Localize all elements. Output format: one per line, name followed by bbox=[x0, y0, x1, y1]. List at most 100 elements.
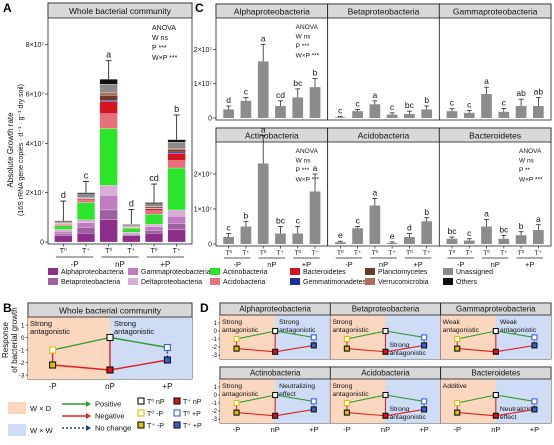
panel-c-subplot-frame bbox=[215, 127, 329, 247]
panel-d-xtick-label: -P bbox=[343, 425, 351, 434]
panel-d-subplot-marker-t0-pp bbox=[531, 398, 538, 405]
panel-a-bar-segment bbox=[54, 221, 73, 223]
panel-a-bar-segment bbox=[99, 92, 118, 96]
panel-c-significance-letter: b bbox=[313, 68, 318, 78]
panel-c-subplot-header bbox=[438, 127, 552, 143]
panel-c-significance-letter: b bbox=[424, 95, 429, 105]
panel-d-xtick-label: nP bbox=[271, 425, 280, 434]
panel-d-subplot-positive-line bbox=[346, 330, 386, 340]
legend-swatch bbox=[290, 268, 300, 275]
panel-d-subplot-right-label-line1: Neutralizing bbox=[279, 383, 315, 390]
legend-label: Deltaproteobacteria bbox=[141, 279, 202, 286]
panel-a-xtick-label: T⁰ bbox=[150, 247, 157, 255]
panel-a-bar-segment bbox=[99, 195, 118, 211]
panel-c-xtick-label: T⁺ bbox=[388, 250, 396, 257]
panel-d-subplot-positive-line bbox=[346, 394, 386, 404]
panel-d-subplot-marker-t0-mp bbox=[233, 399, 240, 407]
panel-c-anova-text: W ns bbox=[296, 34, 312, 41]
panel-c-xtick-label: T⁰ bbox=[260, 249, 267, 257]
panel-a-ytick-label: 4×10⁷ bbox=[26, 141, 45, 148]
panel-d-xtick-label: nP bbox=[381, 425, 390, 434]
legend-negative-label: Negative bbox=[95, 412, 125, 421]
panel-c-significance-letter: c bbox=[467, 228, 472, 238]
panel-a-xtick-label: T⁺ bbox=[82, 248, 90, 255]
panel-a-significance-letter: b bbox=[174, 104, 179, 114]
panel-a-bar-segment bbox=[99, 100, 118, 102]
legend-marker-label: T⁺ +P bbox=[183, 423, 202, 430]
panel-d-subplot-marker-tp-mp bbox=[454, 345, 461, 352]
panel-d-xtick-label: +P bbox=[419, 425, 428, 434]
legend-swatch bbox=[443, 268, 453, 275]
panel-a-bar-segment bbox=[167, 160, 186, 169]
panel-d-subplot-marker-tp-pp bbox=[421, 342, 428, 349]
panel-a-bar-segment bbox=[122, 235, 141, 243]
panel-a-bar-segment bbox=[122, 233, 141, 235]
panel-c-ytick-label: 0 bbox=[208, 242, 212, 249]
panel-d-subplot-marker-tp-mp bbox=[233, 409, 240, 416]
panel-d-xtick-label: -P bbox=[233, 425, 241, 434]
panel-d-subplot-ww-region bbox=[385, 379, 441, 423]
panel-label-d: D bbox=[200, 301, 209, 315]
legend-wd-swatch bbox=[8, 402, 26, 414]
panel-d-subplot-header bbox=[440, 366, 552, 380]
panel-a-significance-letter: cd bbox=[149, 173, 159, 183]
panel-c-ytick-label: 0 bbox=[208, 116, 212, 123]
panel-c-bar bbox=[309, 191, 321, 244]
panel-d-subplot-left-label-line1: Additive bbox=[443, 383, 467, 390]
panel-a-bar-segment bbox=[99, 185, 118, 196]
panel-c-significance-letter: d bbox=[407, 223, 412, 233]
panel-c-legend: Alphaproteobacteria Gammaproteobacteria Ac… bbox=[48, 268, 493, 286]
panel-d-xtick-label: nP bbox=[491, 425, 500, 434]
panel-c-xtick-label: T⁺ bbox=[311, 250, 319, 257]
legend-swatch bbox=[443, 278, 453, 285]
panel-d-ytick-label: -1 bbox=[212, 401, 218, 407]
legend-label: Acidobacteria bbox=[223, 279, 266, 286]
panel-d-subplot-right-label-line2: effect bbox=[279, 391, 296, 398]
panel-d-subplot-marker-t0-np bbox=[492, 327, 499, 335]
panel-c-xtick-label: T⁰ bbox=[406, 249, 413, 257]
panel-c-significance-letter: e bbox=[390, 231, 395, 241]
panel-d-ytick-label: -3 bbox=[212, 417, 218, 423]
panel-c-significance-letter: bc bbox=[293, 78, 303, 88]
panel-d-subplot-left-label-line2: antagonistic bbox=[332, 327, 369, 334]
panel-b-marker-t0-np bbox=[106, 333, 114, 342]
panel-d-subplot-marker-tp-np bbox=[382, 412, 389, 419]
panel-d-subplot-positive-line bbox=[495, 394, 535, 402]
panel-d-subplot-left-label-line2: antagonistic bbox=[443, 327, 480, 334]
panel-c-significance-letter: a bbox=[313, 163, 318, 173]
panel-d-subplot-left-label-line2: antagonistic bbox=[332, 391, 369, 398]
panel-c-subplot-frame bbox=[438, 3, 552, 121]
panel-a-bar-segment bbox=[145, 203, 163, 207]
panel-b-ytick-label: 0 bbox=[21, 335, 25, 342]
panel-c-anova-text: ANOVA bbox=[519, 148, 542, 155]
panel-b-negative-line bbox=[109, 359, 168, 371]
legend-no-change-label: No change bbox=[95, 424, 131, 433]
panel-c-significance-letter: bc bbox=[405, 100, 415, 110]
panel-c-bar bbox=[223, 109, 234, 118]
panel-d-ytick-label: -2 bbox=[212, 409, 218, 415]
panel-d-subplot-right-label-line2: antagonistic bbox=[390, 414, 427, 421]
panel-d-subplot-left-label-line1: Strong bbox=[332, 383, 352, 390]
panel-b-ytick-label: -2 bbox=[19, 360, 25, 367]
panel-c-bar bbox=[533, 230, 544, 244]
panel-b-ww-region bbox=[110, 317, 192, 379]
panel-b-ylabel: Response bbox=[1, 321, 10, 358]
legend-marker-swatch bbox=[173, 409, 181, 417]
panel-d-subplot-negative-line bbox=[457, 412, 496, 417]
panel-d-subplot-ww-region bbox=[275, 379, 331, 423]
panel-d-subplot-marker-t0-pp bbox=[310, 398, 317, 405]
panel-d-ytick-label: -3 bbox=[212, 353, 218, 359]
legend-label: Others bbox=[456, 279, 478, 286]
panel-c-xtick-label: T⁰ bbox=[518, 249, 525, 257]
panel-a-bar-segment bbox=[145, 208, 163, 211]
panel-c-bar bbox=[481, 226, 492, 244]
panel-d-subplot-positive-line bbox=[457, 394, 496, 404]
panel-a-bar-segment bbox=[54, 224, 73, 226]
panel-c-anova-text: W×P *** bbox=[296, 177, 320, 184]
panel-c-significance-letter: a bbox=[484, 76, 489, 86]
panel-c-significance-letter: a bbox=[536, 214, 541, 224]
panel-c-xtick-label: T⁰ bbox=[483, 249, 490, 257]
panel-d-ytick-label: 1 bbox=[214, 385, 218, 391]
panel-a-bar-segment bbox=[77, 202, 95, 220]
